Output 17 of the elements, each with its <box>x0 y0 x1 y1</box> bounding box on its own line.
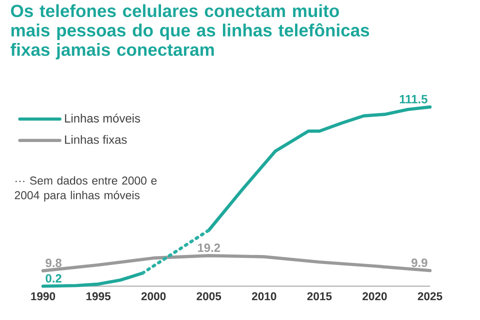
data-label: 9.9 <box>412 258 428 267</box>
legend-label: Linhas fixas <box>65 135 127 144</box>
data-label: 19.2 <box>198 244 220 252</box>
x-tick-label: 2000 <box>141 292 166 300</box>
x-tick-label: 1995 <box>86 292 111 300</box>
x-tick-label: 2025 <box>418 292 442 300</box>
x-tick-label: 2020 <box>362 292 387 300</box>
x-tick-label: 1990 <box>31 292 56 300</box>
data-label: 0.2 <box>46 274 62 283</box>
annotation: ··· Sem dados entre 2000 e 2004 para linhas móveis <box>14 176 157 202</box>
legend-label: Linhas móveis <box>65 114 140 123</box>
chart-title: Os telefones celulares conectam muito mais pessoas do que as linhas telefônicas fixas jamais conectaram <box>10 4 370 60</box>
data-label: 111.5 <box>400 95 428 104</box>
x-tick-label: 2005 <box>196 292 222 300</box>
x-tick-label: 2015 <box>307 292 332 300</box>
data-label: 9.8 <box>46 258 62 268</box>
x-tick-label: 2010 <box>252 292 276 300</box>
